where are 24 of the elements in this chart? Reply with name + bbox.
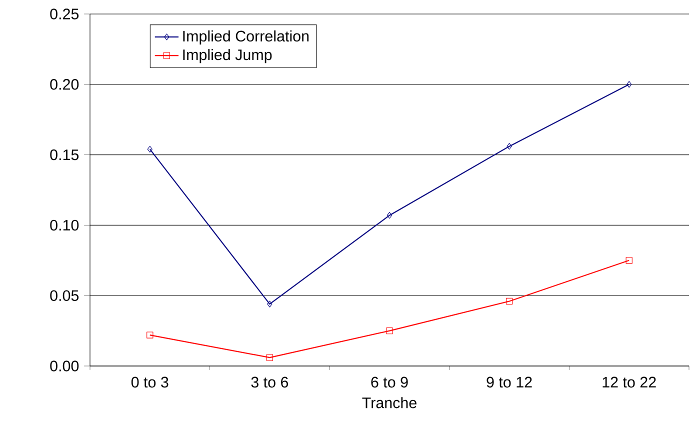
legend-label: Implied Jump <box>183 49 272 64</box>
point <box>147 146 152 152</box>
y-tick-label: 0.05 <box>50 290 79 301</box>
x-tick-label: 3 to 6 <box>251 376 288 388</box>
x-tick-label: 9 to 12 <box>486 376 532 388</box>
point <box>386 212 392 219</box>
point <box>506 298 513 305</box>
y-tick-label: 0.20 <box>50 79 79 90</box>
legend-label: Implied Correlation <box>183 30 309 45</box>
point <box>626 257 632 264</box>
y-tick-label: 0.15 <box>50 149 79 160</box>
point <box>266 354 274 361</box>
x-tick-label: 6 to 9 <box>371 376 408 388</box>
point <box>506 143 512 150</box>
point <box>146 332 154 338</box>
y-tick-label: 0.10 <box>50 220 79 231</box>
y-tick-label: 0.25 <box>50 8 79 20</box>
point <box>267 300 272 308</box>
x-tick-label: 12 to 22 <box>602 376 656 388</box>
point <box>386 327 393 334</box>
point <box>626 81 632 88</box>
x-axis-title: Tranche <box>362 397 416 408</box>
y-tick-label: 0.00 <box>50 360 79 372</box>
x-tick-label: 0 to 3 <box>131 376 168 388</box>
